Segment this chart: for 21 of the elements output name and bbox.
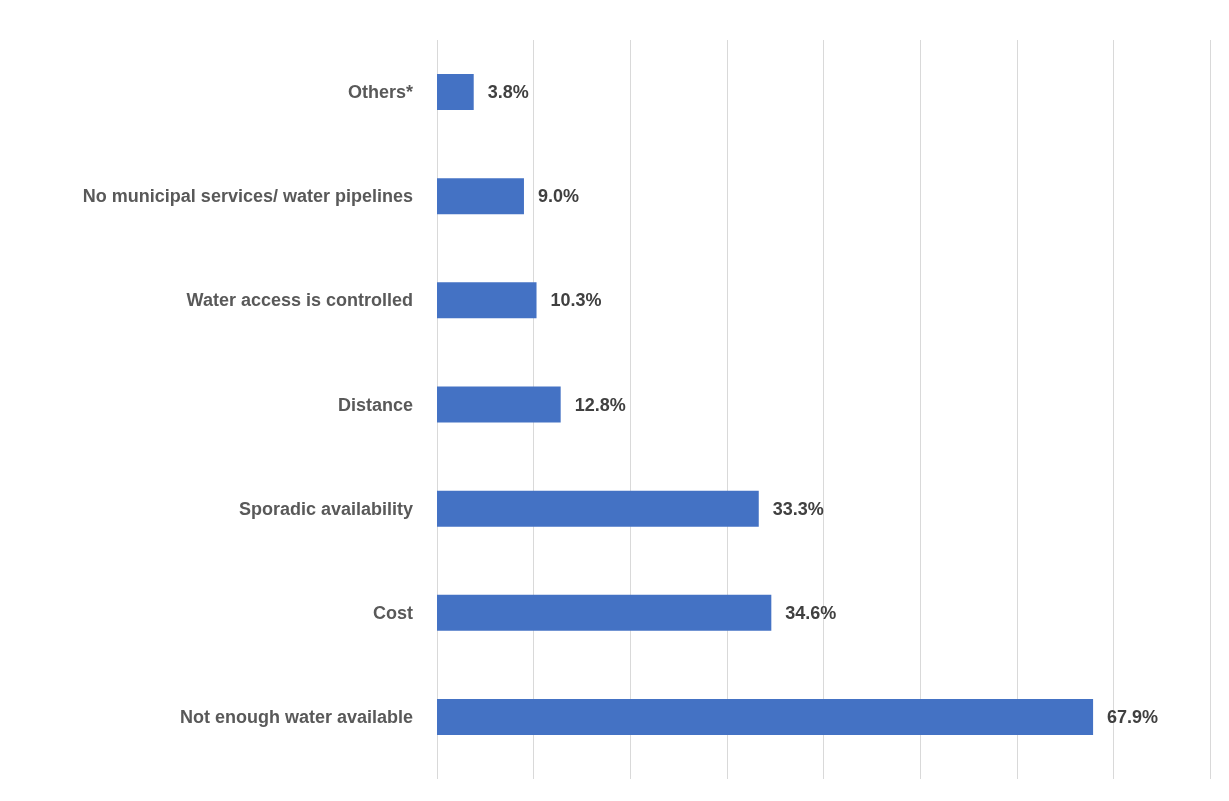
data-label: 3.8%	[487, 82, 529, 103]
data-label: 10.3%	[550, 290, 602, 311]
y-tick-label: Others*	[347, 82, 413, 103]
y-tick-label: Not enough water available	[179, 706, 413, 727]
bar	[437, 74, 474, 111]
y-tick-label: Sporadic availability	[238, 498, 413, 519]
bar	[437, 698, 1094, 735]
data-label: 9.0%	[537, 186, 579, 207]
y-tick-label: No municipal services/ water pipelines	[82, 186, 413, 207]
bar	[437, 282, 537, 319]
bar	[437, 490, 759, 527]
bar	[437, 386, 561, 423]
y-tick-label: Distance	[337, 394, 413, 415]
bar	[437, 594, 772, 631]
y-tick-label: Cost	[373, 602, 413, 623]
y-tick-label: Water access is controlled	[186, 290, 413, 311]
data-label: 12.8%	[574, 394, 626, 415]
data-label: 33.3%	[772, 498, 824, 519]
bar	[437, 178, 524, 215]
data-label: 67.9%	[1107, 706, 1159, 727]
data-label: 34.6%	[785, 602, 837, 623]
